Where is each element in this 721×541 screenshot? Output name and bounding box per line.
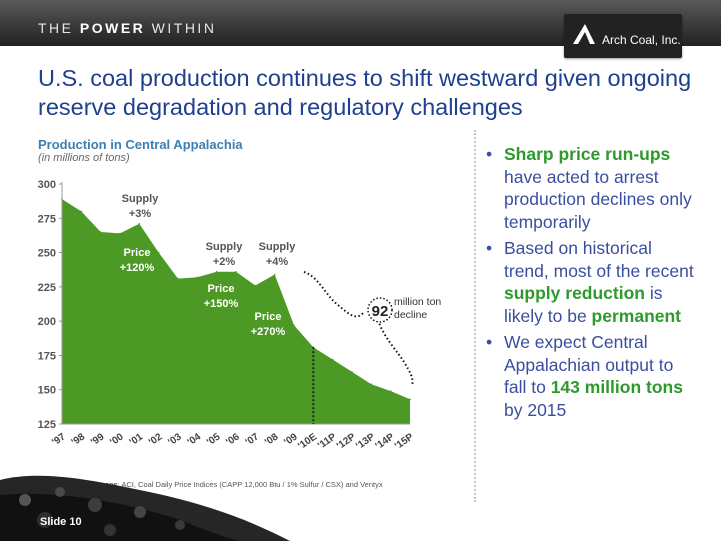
bullet-list: • Sharp price run-ups have acted to arres… xyxy=(486,143,696,425)
bullet-text: by 2015 xyxy=(504,399,567,420)
bullet-item: • Based on historical trend, most of the … xyxy=(486,237,696,327)
x-tick-label: '05 xyxy=(205,431,223,448)
annotation-label: Price xyxy=(255,311,282,323)
data-point xyxy=(389,390,392,392)
slide-title: U.S. coal production continues to shift … xyxy=(38,65,692,120)
annotation-label: +4% xyxy=(266,256,289,268)
x-tick-label: '11P xyxy=(316,431,339,451)
data-point xyxy=(331,358,334,361)
y-tick-label: 250 xyxy=(38,248,56,260)
y-tick-label: 150 xyxy=(38,385,56,397)
x-tick-label: '06 xyxy=(224,431,242,448)
x-tick-label: '03 xyxy=(166,431,184,448)
bullet-text: have acted to arrest production declines… xyxy=(504,166,692,232)
y-tick-label: 200 xyxy=(38,316,56,328)
annotation-label: +150% xyxy=(204,298,239,310)
x-tick-label: '97 xyxy=(50,431,68,448)
chart-subtitle: (in millions of tons) xyxy=(38,152,130,164)
bullet-highlight: permanent xyxy=(591,305,682,326)
arch-logo-icon xyxy=(573,24,595,44)
data-point xyxy=(254,284,257,287)
data-point xyxy=(196,276,199,279)
data-point xyxy=(409,398,411,401)
data-point xyxy=(370,383,373,386)
annotation-label: +2% xyxy=(213,256,236,268)
data-point xyxy=(177,277,179,280)
annotation-label: +270% xyxy=(251,326,286,338)
x-tick-label: '15P xyxy=(393,431,416,452)
bullet-item: • We expect Central Appalachian output to… xyxy=(486,331,696,421)
x-tick-label: '04 xyxy=(186,431,204,448)
chart-title: Production in Central Appalachia xyxy=(38,137,243,152)
annotation-label: Supply xyxy=(259,241,297,253)
annotation-label: +120% xyxy=(120,262,155,274)
company-logo-box xyxy=(564,14,682,58)
data-point xyxy=(351,371,353,373)
y-tick-label: 175 xyxy=(38,350,56,362)
slide-number: Slide 10 xyxy=(40,516,82,528)
callout-text: million ton xyxy=(394,296,441,308)
data-point xyxy=(157,251,160,254)
coal-texture-image xyxy=(0,475,290,541)
callout-value: 92 xyxy=(372,303,389,320)
annotation-label: Supply xyxy=(122,193,160,205)
x-tick-label: '98 xyxy=(70,431,88,448)
data-point xyxy=(119,232,121,235)
bullet-dot-icon: • xyxy=(486,144,493,164)
callout-circle xyxy=(367,297,393,323)
bullet-text: is likely to be xyxy=(504,283,663,326)
annotation-label: Supply xyxy=(206,241,244,253)
bullet-text: We expect Central Appalachian output to … xyxy=(504,332,674,397)
data-point xyxy=(215,271,218,273)
x-tick-label: '01 xyxy=(128,431,146,448)
data-point xyxy=(80,210,83,213)
company-name: Arch Coal, Inc. xyxy=(602,33,681,47)
x-tick-label: '00 xyxy=(108,431,126,448)
x-tick-label: '99 xyxy=(89,431,107,448)
bullet-text: Based on historical trend, most of the r… xyxy=(504,238,694,281)
bullet-dot-icon: • xyxy=(486,238,493,258)
production-area xyxy=(62,199,410,424)
column-divider xyxy=(474,130,476,502)
data-point xyxy=(235,271,237,273)
annotation-label: Price xyxy=(208,283,235,295)
bullet-highlight: Sharp price run-ups xyxy=(504,144,671,164)
data-point xyxy=(273,273,276,276)
bullet-highlight: supply reduction xyxy=(504,283,645,303)
bullet-highlight: 143 million tons xyxy=(550,377,683,397)
callout-text: decline xyxy=(394,309,427,321)
annotation-label: +3% xyxy=(129,208,152,220)
bullet-item: • Sharp price run-ups have acted to arres… xyxy=(486,143,696,233)
x-tick-label: '07 xyxy=(244,431,262,448)
callout-bracket-upper xyxy=(303,271,365,318)
data-point xyxy=(293,324,295,327)
callout-bracket-lower xyxy=(377,319,414,387)
tagline: THE POWER WITHIN xyxy=(38,20,217,36)
y-tick-label: 300 xyxy=(38,179,56,191)
data-point xyxy=(138,223,141,225)
data-point xyxy=(99,231,102,233)
y-tick-label: 225 xyxy=(38,282,56,294)
x-tick-label: '08 xyxy=(263,431,281,448)
y-tick-label: 275 xyxy=(38,213,56,225)
bullet-dot-icon: • xyxy=(486,332,493,352)
x-tick-label: '02 xyxy=(147,431,165,448)
y-tick-label: 125 xyxy=(38,419,56,431)
annotation-label: Price xyxy=(124,247,151,259)
